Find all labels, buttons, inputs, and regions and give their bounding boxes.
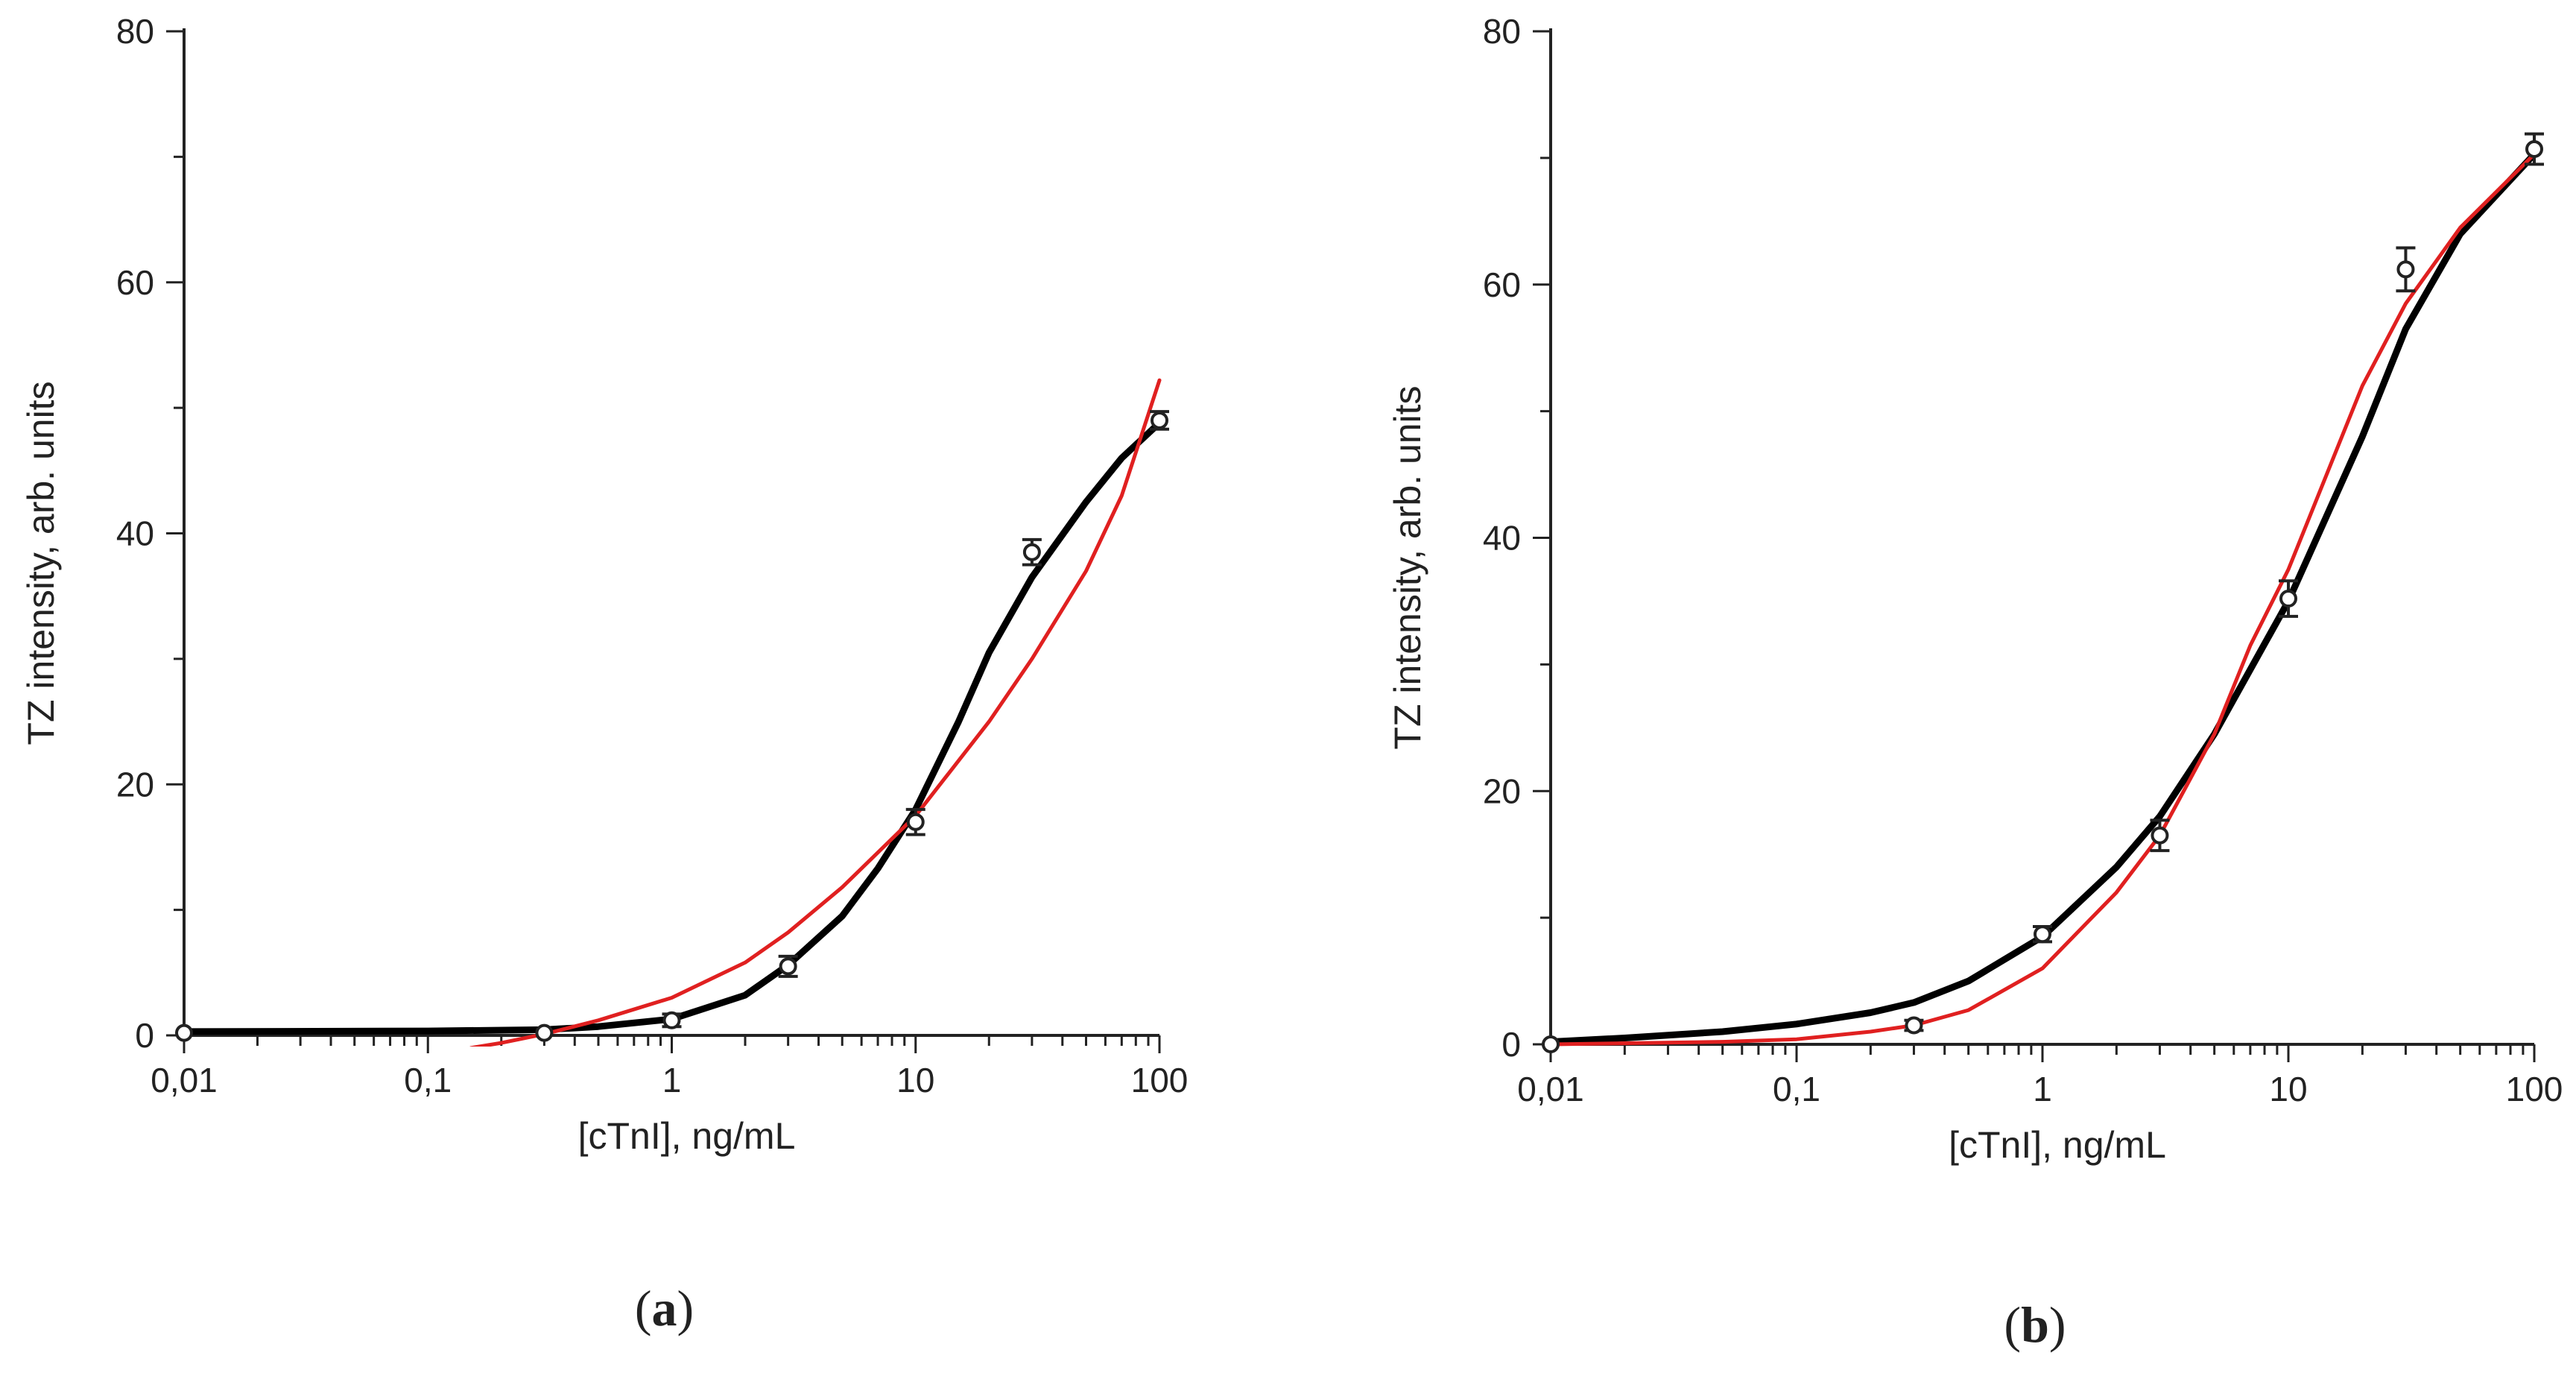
data-point [662,1011,681,1029]
x-tick-label: 100 [1131,1061,1189,1099]
x-tick-label: 0,1 [404,1061,452,1099]
data-point [1905,1016,1923,1035]
y-axis-title: TZ intensity, arb. units [1387,385,1428,749]
y-tick-label: 0 [1501,1025,1521,1064]
data-point [2525,139,2543,158]
chart-panel-a: 0 20 40 60 80 0,01 0,1 1 10 100 [cTnI], ng/mL TZ in… [20,12,1188,1337]
data-point [2151,826,2169,845]
series-line-fit-red [1551,152,2537,1047]
y-tick-label: 20 [1483,772,1521,810]
panel-label: (a) [635,1280,694,1337]
data-point [2279,590,2297,608]
series-line-fit-black [184,419,1163,1035]
x-axis-title: [cTnI], ng/mL [578,1115,796,1157]
x-tick-label: 1 [662,1061,682,1099]
y-tick-label: 80 [116,12,154,51]
data-point [2034,925,2051,944]
series-line-fit-red [469,378,1162,1047]
data-point [1151,411,1168,429]
x-tick-label: 10 [2269,1070,2307,1108]
x-tick-label: 0,1 [1773,1070,1820,1108]
y-axis-title: TZ intensity, arb. units [20,381,62,745]
x-tick-label: 0,01 [151,1061,218,1099]
data-point [906,813,925,831]
x-tick-label: 100 [2506,1070,2563,1108]
data-point [1542,1035,1560,1053]
data-point [2396,260,2415,279]
data-point [779,957,797,976]
y-tick-label: 40 [116,514,154,553]
x-tick-label: 1 [2033,1070,2052,1108]
y-tick-label: 0 [135,1016,154,1055]
panel-label: (b) [2004,1296,2066,1353]
data-point [1022,543,1041,561]
series-line-fit-black [1551,151,2538,1046]
y-tick-label: 60 [1483,265,1521,304]
y-tick-label: 20 [116,765,154,804]
x-tick-label: 10 [896,1061,934,1099]
data-point [175,1023,193,1042]
x-axis-title: [cTnI], ng/mL [1949,1124,2166,1166]
x-tick-label: 0,01 [1517,1070,1584,1108]
y-tick-label: 60 [116,263,154,302]
data-point [535,1023,554,1042]
chart-panel-b: 0 20 40 60 80 0,01 0,1 1 10 100 [cTnI], ng/mL TZ in… [1387,12,2563,1353]
y-tick-label: 80 [1483,12,1521,51]
y-tick-label: 40 [1483,519,1521,558]
